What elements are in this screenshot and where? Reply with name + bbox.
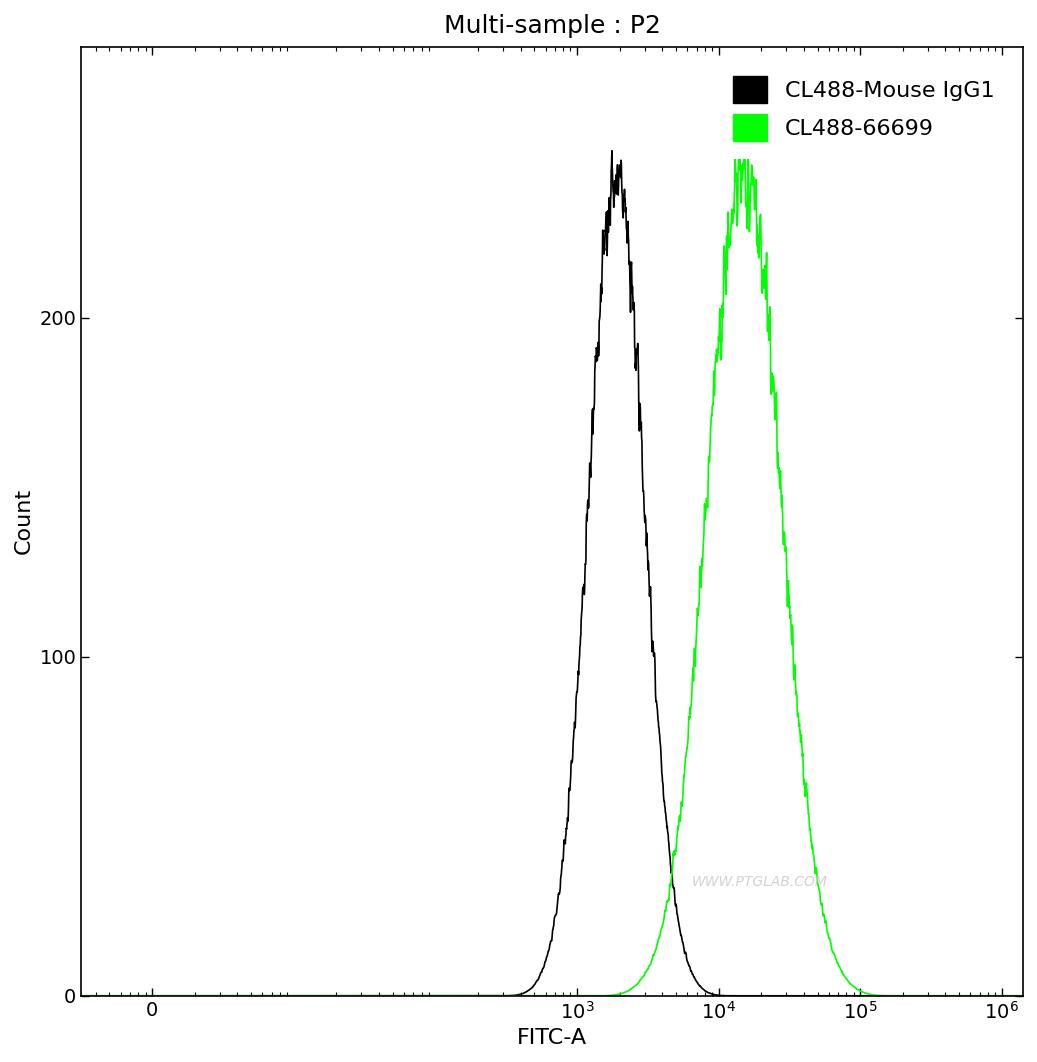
X-axis label: FITC-A: FITC-A [517,1028,587,1048]
Y-axis label: Count: Count [13,489,34,554]
Title: Multi-sample : P2: Multi-sample : P2 [444,14,661,38]
Legend: CL488-Mouse IgG1, CL488-66699: CL488-Mouse IgG1, CL488-66699 [716,58,1012,159]
Text: WWW.PTGLAB.COM: WWW.PTGLAB.COM [692,875,828,889]
